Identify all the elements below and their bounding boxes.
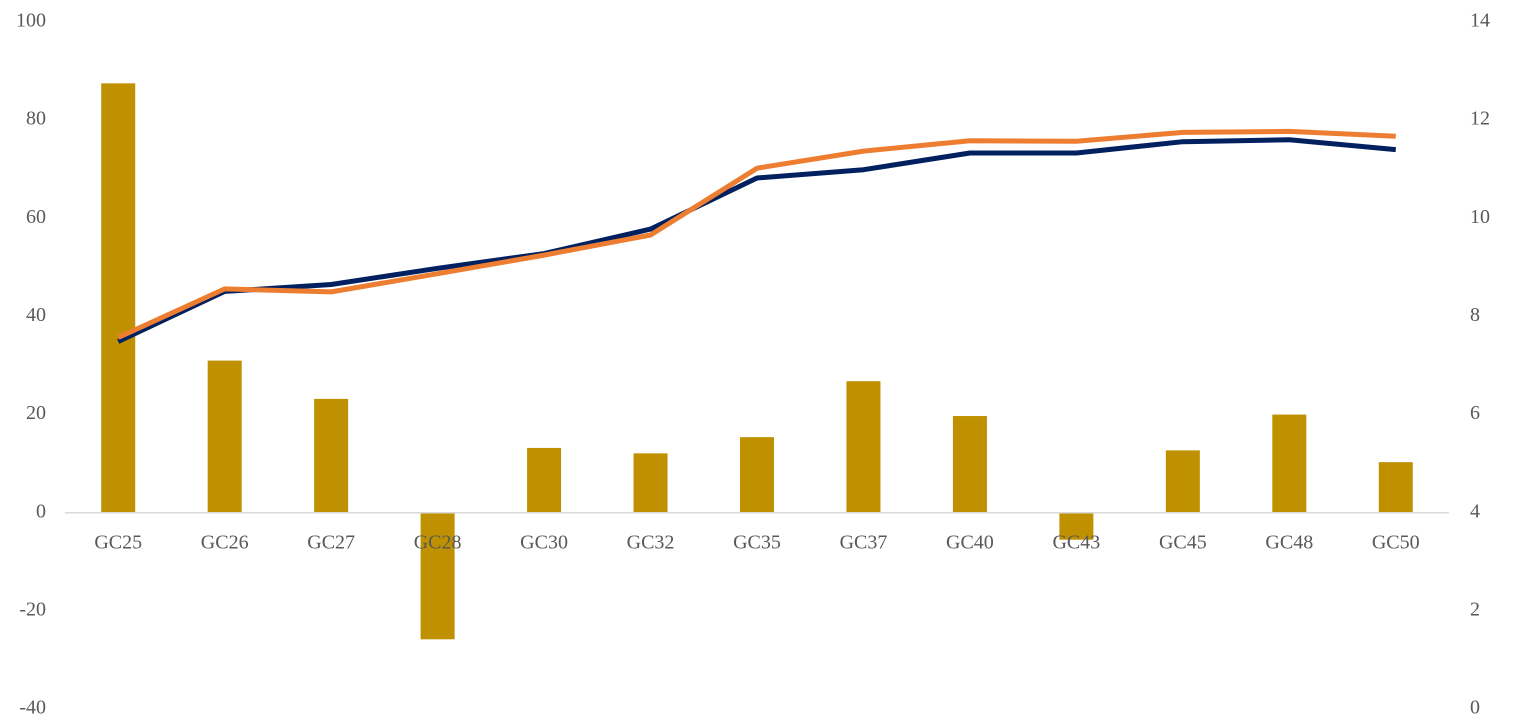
left-axis-tick-label: 20 bbox=[26, 402, 46, 424]
bar bbox=[1378, 462, 1413, 513]
right-axis-tick-label: 6 bbox=[1470, 402, 1480, 424]
right-axis-tick-label: 4 bbox=[1470, 500, 1480, 522]
series-line bbox=[117, 128, 1396, 340]
bar bbox=[101, 83, 136, 513]
bar bbox=[1165, 450, 1200, 513]
line-series bbox=[117, 128, 1397, 344]
bar-series bbox=[101, 83, 1413, 640]
bar bbox=[846, 381, 881, 513]
bar bbox=[207, 360, 242, 513]
right-axis-tick-label: 14 bbox=[1470, 10, 1490, 32]
series-line bbox=[117, 137, 1397, 344]
bar bbox=[1059, 512, 1094, 540]
right-axis-tick-label: 2 bbox=[1470, 598, 1480, 620]
bar bbox=[314, 398, 349, 513]
x-axis-tick-label: GC27 bbox=[307, 531, 355, 553]
right-axis-tick-label: 0 bbox=[1470, 697, 1480, 719]
bar bbox=[527, 447, 562, 513]
left-axis-tick-label: 0 bbox=[36, 500, 46, 522]
x-axis-tick-label: GC45 bbox=[1159, 531, 1207, 553]
left-axis-tick-label: 100 bbox=[16, 10, 46, 32]
x-axis-tick-label: GC26 bbox=[201, 531, 249, 553]
right-axis-tick-labels: 0 2 4 6 8 10 12 14 bbox=[1470, 10, 1490, 719]
left-axis-tick-label: 60 bbox=[26, 206, 46, 228]
bar bbox=[633, 453, 668, 513]
bar bbox=[420, 512, 455, 640]
right-axis-tick-label: 12 bbox=[1470, 108, 1490, 130]
right-axis-tick-label: 10 bbox=[1470, 206, 1490, 228]
x-axis-tick-label: GC50 bbox=[1372, 531, 1420, 553]
x-axis-tick-label: GC25 bbox=[94, 531, 142, 553]
bar bbox=[952, 416, 987, 513]
x-axis-tick-label: GC37 bbox=[840, 531, 888, 553]
left-axis-tick-label: 40 bbox=[26, 304, 46, 326]
bar bbox=[1272, 414, 1307, 513]
left-axis-tick-label: -20 bbox=[19, 598, 46, 620]
x-axis-tick-label: GC35 bbox=[733, 531, 781, 553]
x-axis-tick-label: GC32 bbox=[627, 531, 675, 553]
x-axis-tick-label: GC48 bbox=[1265, 531, 1313, 553]
left-axis-tick-label: 80 bbox=[26, 108, 46, 130]
x-axis-tick-label: GC30 bbox=[520, 531, 568, 553]
x-axis-tick-labels: GC25 GC26 GC27 GC28 GC30 GC32 GC35 GC37 GC40 GC43… bbox=[94, 531, 1419, 553]
bar bbox=[740, 437, 774, 513]
left-axis-tick-labels: -40 -20 0 20 40 60 80 100 bbox=[16, 10, 46, 719]
x-axis-tick-label: GC40 bbox=[946, 531, 994, 553]
x-axis-tick-label: GC28 bbox=[414, 531, 462, 553]
x-axis-tick-label: GC43 bbox=[1052, 531, 1100, 553]
right-axis-tick-label: 8 bbox=[1470, 304, 1480, 326]
left-axis-tick-label: -40 bbox=[19, 697, 46, 719]
